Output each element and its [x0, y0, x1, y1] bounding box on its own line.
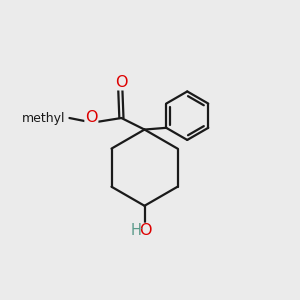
Text: ·: · [140, 223, 144, 236]
Text: methyl: methyl [22, 112, 65, 124]
Text: O: O [139, 224, 152, 238]
Text: O: O [115, 75, 128, 90]
Text: O: O [85, 110, 98, 125]
Text: H: H [130, 224, 141, 238]
